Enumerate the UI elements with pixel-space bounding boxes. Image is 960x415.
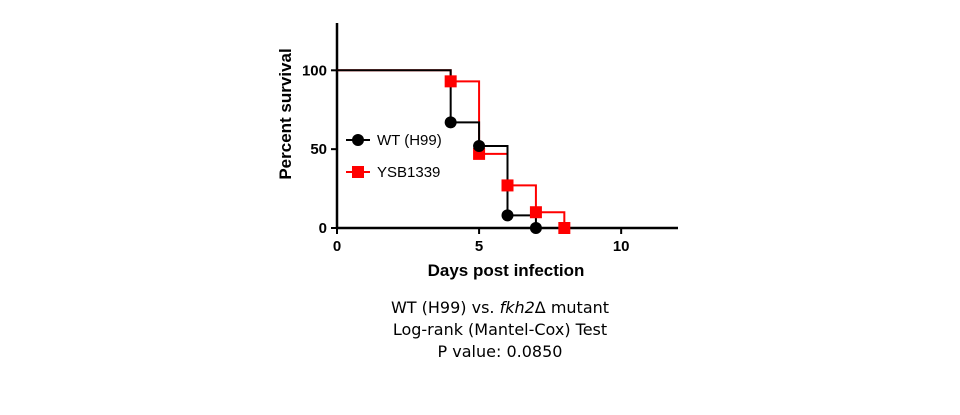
caption-line-1: WT (H99) vs. fkh2Δ mutant [330, 297, 670, 319]
series-layer [337, 69, 678, 234]
y-axis-title: Percent survival [276, 48, 295, 179]
data-point [501, 209, 514, 222]
x-axis-title: Days post infection [428, 261, 585, 280]
data-point [501, 179, 514, 192]
x-tick-label: 5 [475, 238, 483, 255]
data-point [558, 222, 571, 234]
caption: WT (H99) vs. fkh2Δ mutant Log-rank (Mant… [330, 297, 670, 363]
legend-label: WT (H99) [377, 132, 442, 149]
caption-line-2: Log-rank (Mantel-Cox) Test [392, 320, 608, 339]
caption-gene-name: fkh2 [499, 298, 535, 317]
data-point [444, 116, 457, 129]
data-point [473, 140, 486, 152]
y-tick-label: 100 [302, 62, 327, 79]
data-point [444, 75, 457, 88]
x-tick-label: 10 [613, 238, 630, 255]
legend-marker [352, 166, 364, 178]
x-tick-label: 0 [333, 238, 341, 255]
caption-line-3: P value: 0.0850 [437, 342, 563, 361]
legend-marker [352, 134, 364, 146]
y-tick-label: 0 [319, 220, 327, 237]
legend: WT (H99) YSB1339 [346, 132, 442, 181]
caption-line-1-suffix: Δ mutant [534, 298, 610, 317]
data-point [529, 222, 542, 234]
caption-line-1-prefix: WT (H99) vs. [390, 298, 500, 317]
y-tick-label: 50 [310, 141, 327, 158]
series-line [337, 69, 678, 229]
legend-label: YSB1339 [377, 164, 440, 181]
data-point [529, 206, 542, 219]
